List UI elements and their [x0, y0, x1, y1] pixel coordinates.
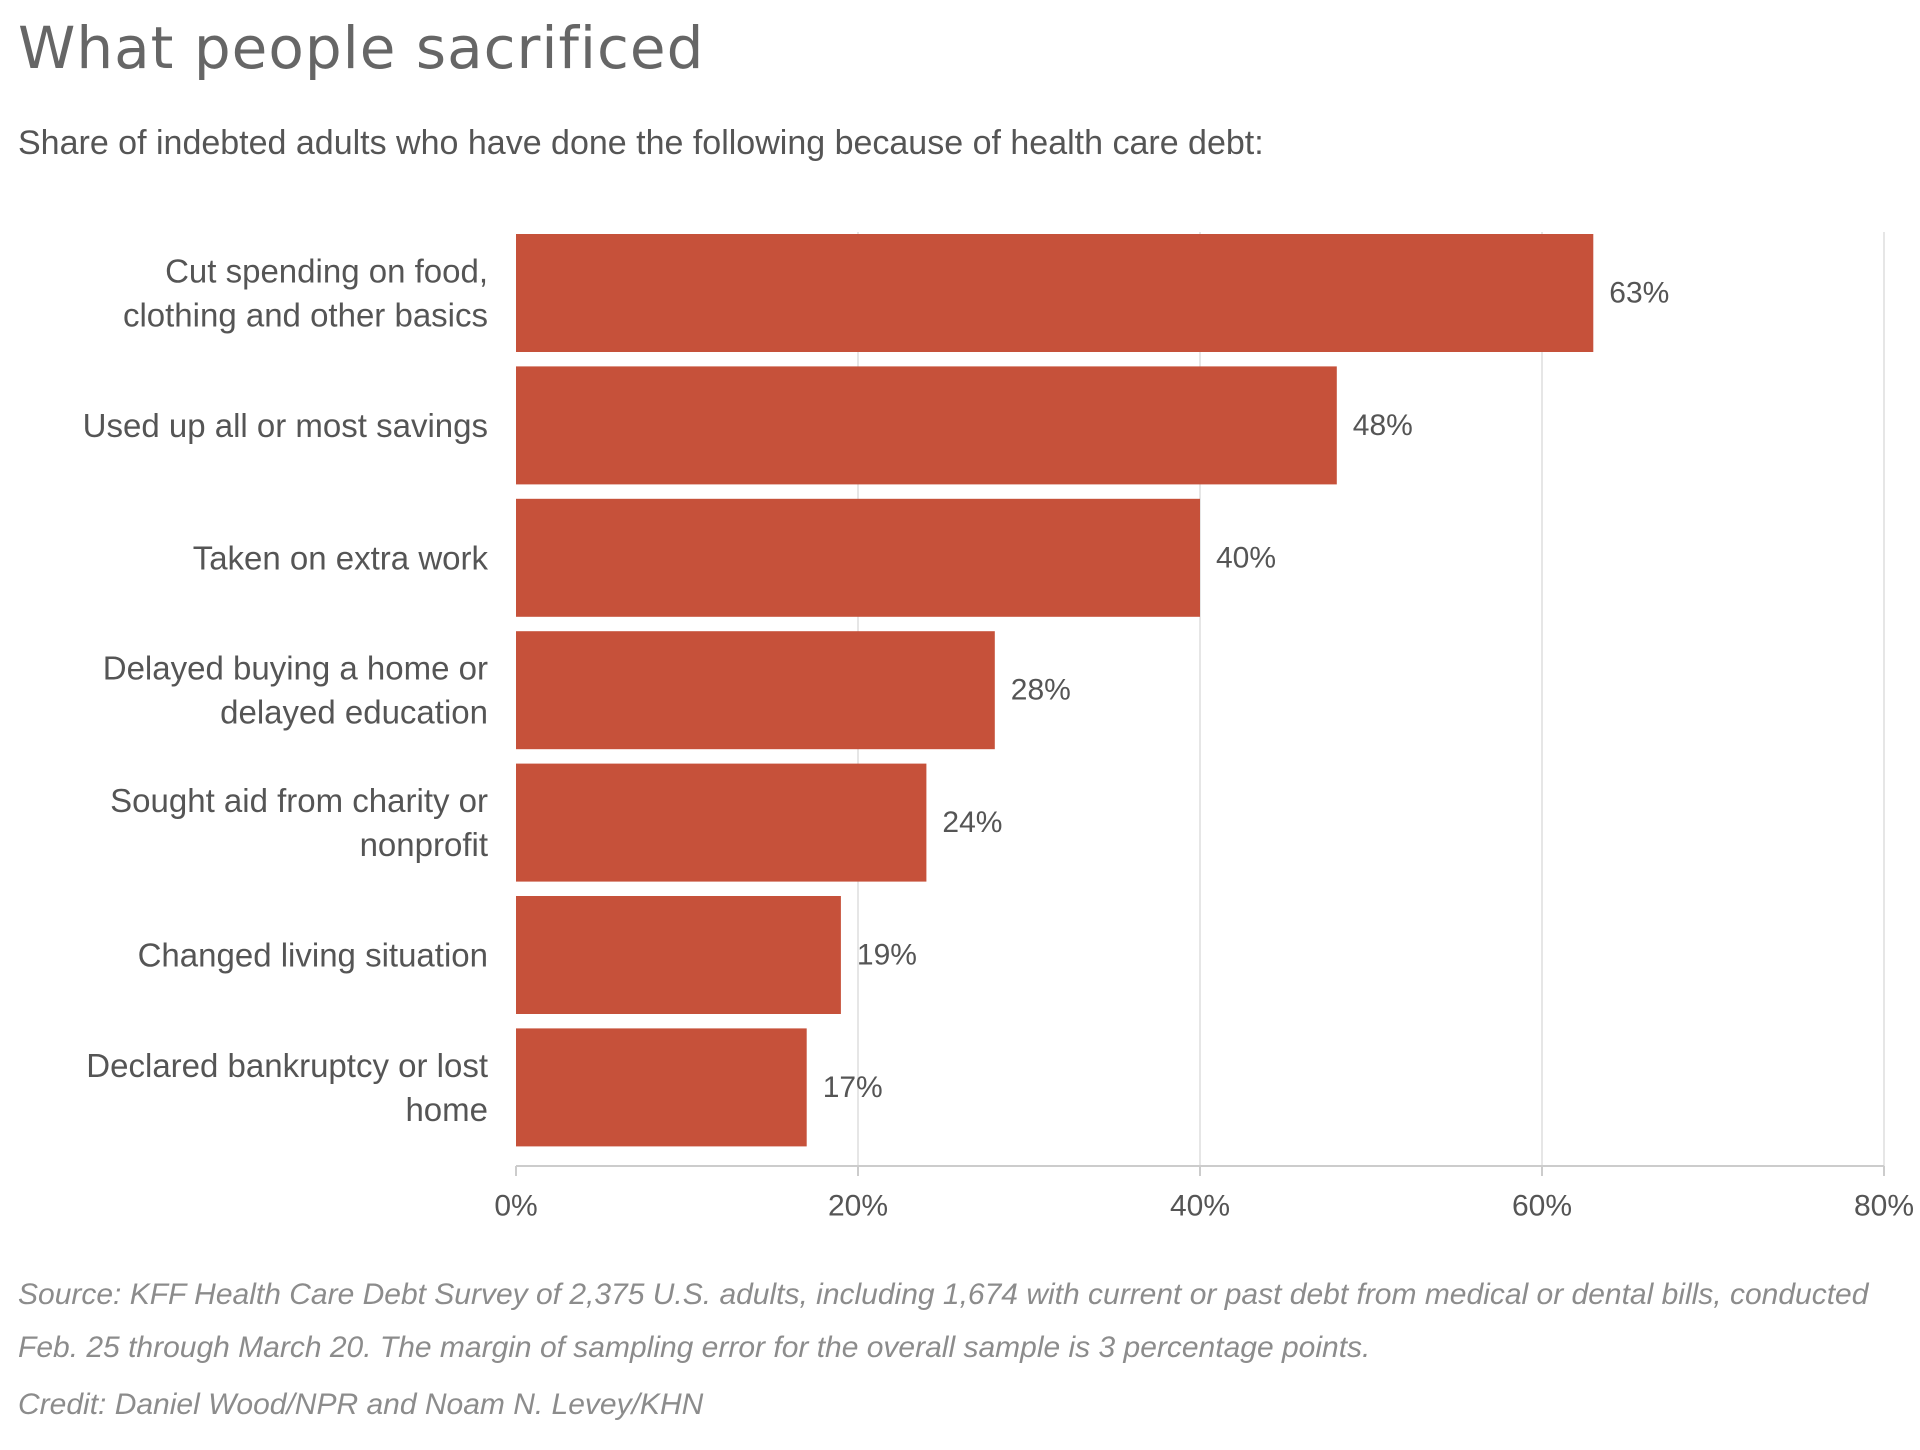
category-label-4-line-1: Delayed buying a home or: [103, 650, 488, 687]
category-label-5-line-1: Sought aid from charity or: [110, 782, 488, 819]
bar-4: [516, 631, 995, 750]
bar-6: [516, 896, 841, 1014]
bar-5: [516, 763, 927, 882]
value-labels: 63% 48% 40% 28% 24% 19% 17%: [823, 277, 1670, 1104]
x-tick-label-20: 20%: [828, 1190, 888, 1223]
value-label-6: 19%: [857, 939, 917, 972]
bars: [516, 234, 1594, 1147]
x-tick-label-40: 40%: [1170, 1190, 1230, 1223]
value-label-5: 24%: [942, 806, 1002, 839]
bar-1: [516, 234, 1594, 352]
x-axis: 0% 20% 40% 60% 80%: [494, 1165, 1914, 1223]
category-label-3: Taken on extra work: [193, 539, 489, 576]
value-label-2: 48%: [1353, 409, 1413, 442]
source-note: Source: KFF Health Care Debt Survey of 2…: [18, 1278, 1869, 1364]
chart-title: What people sacrificed: [18, 14, 705, 82]
bar-3: [516, 498, 1200, 617]
bar-chart: 0% 20% 40% 60% 80% Cut spending on food, clot…: [83, 232, 1914, 1223]
category-label-1-line-1: Cut spending on food,: [165, 253, 488, 290]
x-tick-label-0: 0%: [494, 1190, 537, 1223]
value-label-4: 28%: [1011, 674, 1071, 707]
category-label-1-line-2: clothing and other basics: [123, 297, 488, 334]
credit-note: Credit: Daniel Wood/NPR and Noam N. Leve…: [18, 1388, 704, 1421]
chart-subtitle: Share of indebted adults who have done t…: [18, 124, 1264, 162]
value-label-7: 17%: [823, 1071, 883, 1104]
bar-2: [516, 366, 1337, 485]
category-label-7-line-1: Declared bankruptcy or lost: [86, 1047, 488, 1084]
category-label-5-line-2: nonprofit: [360, 826, 488, 863]
x-tick-label-80: 80%: [1854, 1190, 1914, 1223]
category-label-4-line-2: delayed education: [220, 694, 488, 731]
chart-footer: Source: KFF Health Care Debt Survey of 2…: [18, 1268, 1908, 1430]
bar-7: [516, 1028, 807, 1147]
category-label-6: Changed living situation: [138, 937, 488, 974]
category-label-7-line-2: home: [405, 1091, 488, 1128]
x-tick-label-60: 60%: [1512, 1190, 1572, 1223]
value-label-3: 40%: [1216, 541, 1276, 574]
category-label-2: Used up all or most savings: [83, 407, 488, 444]
value-label-1: 63%: [1609, 277, 1669, 310]
category-labels: Cut spending on food, clothing and other …: [83, 253, 489, 1128]
